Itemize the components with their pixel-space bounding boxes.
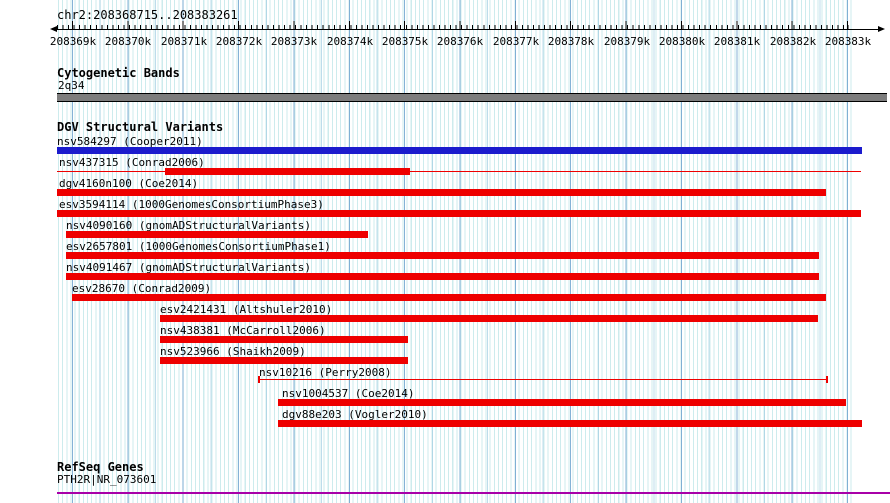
- variant-bar-esv2657801[interactable]: [66, 252, 819, 259]
- variant-range-cap-right-nsv10216: [826, 376, 828, 383]
- variant-label-esv2657801[interactable]: esv2657801 (1000GenomesConsortiumPhase1): [66, 240, 331, 253]
- variant-label-nsv4090160[interactable]: nsv4090160 (gnomADStructuralVariants): [66, 219, 312, 232]
- variant-range-line-nsv437315[interactable]: [57, 171, 861, 172]
- variant-label-esv28670[interactable]: esv28670 (Conrad2009): [72, 282, 212, 295]
- ruler-tick-label: 208374k: [326, 35, 374, 48]
- gene-label-pth2r[interactable]: PTH2R|NR_073601: [57, 473, 157, 486]
- variant-bar-nsv437315[interactable]: [165, 168, 410, 175]
- variant-label-dgv88e203[interactable]: dgv88e203 (Vogler2010): [282, 408, 428, 421]
- ruler-tick-label: 208383k: [824, 35, 872, 48]
- ruler-tick-label: 208375k: [381, 35, 429, 48]
- variant-label-nsv4091467[interactable]: nsv4091467 (gnomADStructuralVariants): [66, 261, 312, 274]
- variant-label-nsv584297[interactable]: nsv584297 (Cooper2011): [57, 135, 203, 148]
- variant-label-nsv437315[interactable]: nsv437315 (Conrad2006): [59, 156, 205, 169]
- variant-bar-nsv438381[interactable]: [160, 336, 408, 343]
- ruler-tick-label: 208376k: [436, 35, 484, 48]
- variant-range-cap-left-nsv10216: [258, 376, 260, 383]
- ruler-line: [57, 29, 878, 30]
- variant-bar-dgv4160n100[interactable]: [57, 189, 826, 196]
- refseq-track-title: RefSeq Genes: [57, 460, 144, 474]
- variant-label-nsv10216[interactable]: nsv10216 (Perry2008): [259, 366, 392, 379]
- ruler-tick-label: 208369k: [49, 35, 97, 48]
- variant-bar-nsv584297[interactable]: [57, 147, 862, 154]
- cytoband-bar-2q34[interactable]: [57, 93, 887, 102]
- dgv-track-title: DGV Structural Variants: [57, 120, 224, 134]
- ruler-tick-label: 208380k: [658, 35, 706, 48]
- variant-bar-nsv1004537[interactable]: [278, 399, 846, 406]
- ruler-tick-label: 208379k: [603, 35, 651, 48]
- variant-label-dgv4160n100[interactable]: dgv4160n100 (Coe2014): [59, 177, 199, 190]
- variant-bar-nsv4091467[interactable]: [66, 273, 819, 280]
- variant-bar-esv3594114[interactable]: [57, 210, 861, 217]
- ruler-arrow-left-icon: [50, 26, 57, 32]
- cytobands-track-title: Cytogenetic Bands: [57, 66, 180, 80]
- variant-bar-esv2421431[interactable]: [160, 315, 818, 322]
- cytoband-label-2q34[interactable]: 2q34: [58, 79, 85, 92]
- ruler-major-ticks: [72, 21, 850, 29]
- variant-label-esv2421431[interactable]: esv2421431 (Altshuler2010): [160, 303, 333, 316]
- variant-label-nsv1004537[interactable]: nsv1004537 (Coe2014): [282, 387, 415, 400]
- variant-bar-dgv88e203[interactable]: [278, 420, 862, 427]
- variant-label-esv3594114[interactable]: esv3594114 (1000GenomesConsortiumPhase3): [59, 198, 324, 211]
- variant-bar-esv28670[interactable]: [72, 294, 826, 301]
- ruler-tick-label: 208382k: [769, 35, 817, 48]
- grid-background: [57, 0, 854, 503]
- gene-line-pth2r[interactable]: [57, 492, 890, 494]
- variant-label-nsv523966[interactable]: nsv523966 (Shaikh2009): [160, 345, 306, 358]
- variant-range-line-nsv10216[interactable]: [259, 379, 828, 380]
- region-coordinates-text: chr2:208368715..208383261: [57, 8, 238, 22]
- variant-label-nsv438381[interactable]: nsv438381 (McCarroll2006): [160, 324, 326, 337]
- variant-bar-nsv523966[interactable]: [160, 357, 408, 364]
- ruler-tick-label: 208373k: [270, 35, 318, 48]
- variant-bar-nsv4090160[interactable]: [66, 231, 368, 238]
- ruler-tick-label: 208381k: [713, 35, 761, 48]
- ruler-tick-label: 208378k: [547, 35, 595, 48]
- ruler-tick-label: 208370k: [104, 35, 152, 48]
- ruler-tick-label: 208377k: [492, 35, 540, 48]
- ruler-tick-label: 208372k: [215, 35, 263, 48]
- ruler-tick-label: 208371k: [160, 35, 208, 48]
- ruler-arrow-right-icon: [878, 26, 885, 32]
